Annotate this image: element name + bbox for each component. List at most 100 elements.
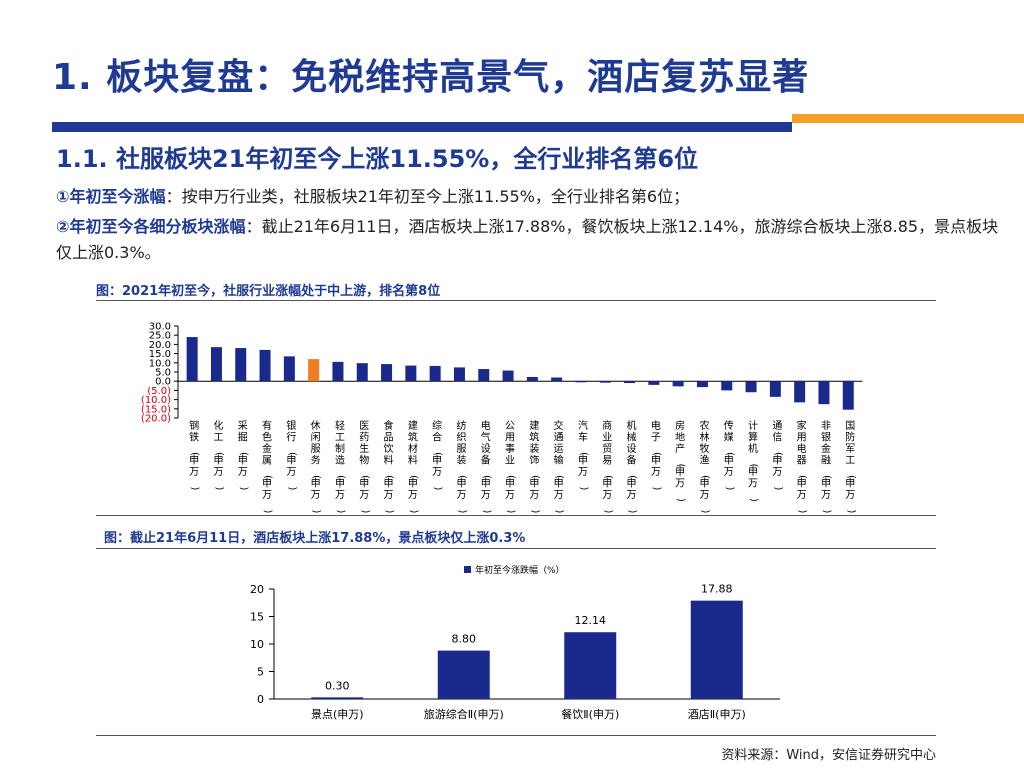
bar: [575, 381, 587, 383]
paragraph-2-label: ②年初至今各细分板块涨幅: [56, 217, 246, 236]
bar: [381, 364, 393, 382]
bar: [794, 381, 806, 403]
y-tick-label: (20.0): [141, 414, 171, 425]
page-title: 1. 板块复盘：免税维持高景气，酒店复苏显著: [52, 57, 810, 98]
bar: [672, 381, 684, 387]
bar: [308, 359, 320, 382]
x-tick-label: 有色金属(申万): [262, 419, 273, 513]
bar: [551, 377, 563, 382]
title-underline-blue: [52, 122, 792, 132]
bar: [818, 381, 830, 405]
chart1-bottom-rule: [96, 515, 936, 516]
bar: [332, 361, 344, 382]
x-tick-label: 非银金融(申万): [821, 420, 832, 513]
x-tick-label: 纺织服装(申万): [456, 419, 467, 513]
y-tick-label: (5.0): [147, 386, 171, 397]
chart1-top-rule: [96, 300, 936, 301]
y-tick-label: 5.0: [155, 368, 171, 379]
x-tick-label: 汽车(申万): [578, 419, 589, 491]
x-tick-label: 旅游综合Ⅱ(申万): [424, 707, 504, 721]
x-tick-label: 综合(申万): [432, 419, 443, 491]
x-tick-label: 医药生物(申万): [359, 420, 370, 513]
y-tick-label: 20: [250, 583, 264, 596]
source-note: 资料来源：Wind，安信证券研究中心: [721, 748, 936, 763]
x-tick-label: 通信(申万): [772, 420, 783, 491]
x-tick-label: 钢铁(申万): [189, 419, 200, 491]
y-tick-label: 25.0: [149, 331, 171, 342]
bar: [453, 367, 465, 382]
bar: [429, 365, 441, 382]
bar: [502, 370, 514, 382]
paragraph-1: ①年初至今涨幅：按申万行业类，社服板块21年初至今上涨11.55%，全行业排名第…: [56, 184, 1006, 210]
x-tick-label: 建筑材料(申万): [408, 419, 419, 513]
data-label: 17.88: [701, 583, 733, 596]
y-tick-label: 0: [257, 693, 264, 706]
y-tick-label: 10: [250, 638, 264, 651]
bar: [186, 337, 198, 382]
bar: [210, 347, 222, 382]
x-tick-label: 银行(申万): [286, 419, 297, 491]
x-tick-label: 交通运输(申万): [554, 419, 565, 513]
bar: [259, 349, 271, 382]
x-tick-label: 国防军工(申万): [845, 420, 856, 513]
x-tick-label: 餐饮Ⅱ(申万): [561, 707, 619, 721]
paragraph-2: ②年初至今各细分板块涨幅：截止21年6月11日，酒店板块上涨17.88%，餐饮板…: [56, 214, 1006, 266]
bar: [690, 600, 743, 699]
data-label: 12.14: [575, 614, 607, 627]
x-tick-label: 化工(申万): [213, 419, 224, 491]
legend-swatch: [464, 566, 471, 573]
title-underline-orange: [792, 114, 1024, 123]
y-tick-label: 15.0: [149, 349, 171, 360]
section-subtitle: 1.1. 社服板块21年初至今上涨11.55%，全行业排名第6位: [56, 145, 699, 173]
x-tick-label: 公用事业(申万): [505, 421, 516, 513]
bar: [356, 363, 368, 382]
bar: [624, 381, 636, 384]
bar: [283, 356, 295, 382]
paragraph-1-label: ①年初至今涨幅: [56, 187, 166, 206]
y-tick-label: 30.0: [149, 322, 171, 333]
paragraph-1-text: ：按申万行业类，社服板块21年初至今上涨11.55%，全行业排名第6位；: [165, 187, 690, 206]
bar: [648, 381, 660, 385]
x-tick-label: 休闲服务(申万): [311, 420, 322, 513]
bar: [564, 632, 617, 699]
chart2-caption: 图：截止21年6月11日，酒店板块上涨17.88%，景点板块仅上涨0.3%: [104, 531, 526, 546]
sub-sector-returns-chart: 年初至今涨跌幅（%） 0 5 10 15 20 0.30 景点(申万) 8.80 旅游综合Ⅱ(申万…: [250, 564, 780, 721]
x-tick-label: 机械设备(申万): [627, 419, 638, 513]
bar: [526, 376, 538, 382]
bar: [745, 381, 757, 393]
x-tick-label: 采掘(申万): [238, 420, 249, 491]
x-tick-label: 房地产(申万): [675, 419, 686, 502]
paragraph-2-text: ：截止21年6月11日，酒店板块上涨17.88%，餐饮板块上涨12.14%，旅游…: [56, 217, 999, 262]
bar: [437, 650, 490, 699]
x-tick-label: 家用电器(申万): [797, 419, 808, 513]
x-tick-label: 计算机(申万): [748, 419, 759, 502]
bar: [235, 348, 247, 382]
x-tick-label: 传媒(申万): [724, 420, 735, 491]
bar: [721, 381, 733, 391]
y-tick-label: 10.0: [149, 358, 171, 369]
y-tick-label: (10.0): [141, 395, 171, 406]
data-label: 8.80: [452, 633, 477, 646]
x-tick-label: 农林牧渔(申万): [699, 419, 710, 513]
chart1-caption: 图：2021年初至今，社服行业涨幅处于中上游，排名第8位: [96, 284, 441, 299]
x-tick-label: 轻工制造(申万): [335, 419, 346, 513]
x-tick-label: 电子(申万): [651, 419, 662, 491]
bar: [769, 381, 781, 397]
x-tick-label: 商业贸易(申万): [602, 419, 613, 513]
chart2-bottom-rule: [96, 735, 936, 736]
data-label: 0.30: [325, 679, 350, 692]
y-tick-label: 5: [257, 666, 264, 679]
bar: [599, 381, 611, 383]
x-tick-label: 食品饮料(申万): [384, 419, 395, 513]
y-tick-label: 0.0: [155, 377, 171, 388]
y-tick-label: 20.0: [149, 340, 171, 351]
y-tick-label: (15.0): [141, 404, 171, 415]
x-tick-label: 酒店Ⅱ(申万): [688, 707, 746, 721]
bar: [842, 381, 854, 410]
x-tick-label: 景点(申万): [311, 708, 364, 721]
chart2-top-rule: [96, 548, 936, 549]
bar: [478, 369, 490, 382]
legend-label: 年初至今涨跌幅（%）: [475, 564, 565, 576]
x-tick-label: 建筑装饰(申万): [529, 419, 540, 513]
bar: [405, 365, 417, 382]
